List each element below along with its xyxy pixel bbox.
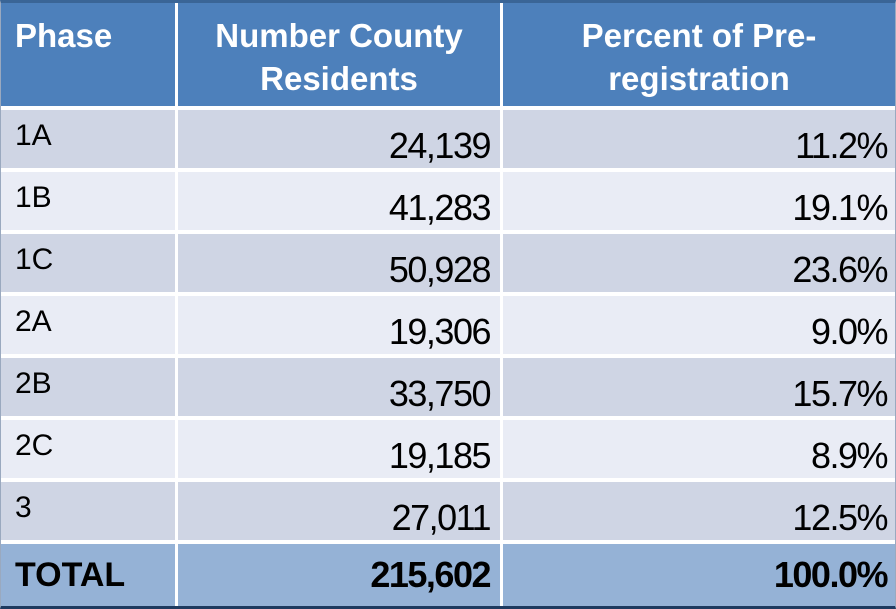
column-header-residents: Number County Residents	[178, 3, 500, 106]
phase-cell: 1B	[1, 172, 175, 230]
phase-cell: 1A	[1, 110, 175, 168]
table-row-3: 3 27,011 12.5%	[1, 482, 895, 540]
percent-cell: 8.9%	[503, 420, 895, 478]
header-row: Phase Number County Residents Percent of…	[1, 3, 895, 106]
percent-cell: 12.5%	[503, 482, 895, 540]
percent-cell: 19.1%	[503, 172, 895, 230]
table-row-1b: 1B 41,283 19.1%	[1, 172, 895, 230]
residents-cell: 24,139	[178, 110, 500, 168]
total-row: TOTAL 215,602 100.0%	[1, 544, 895, 606]
residents-cell: 41,283	[178, 172, 500, 230]
phase-cell: 2A	[1, 296, 175, 354]
percent-cell: 9.0%	[503, 296, 895, 354]
total-residents-cell: 215,602	[178, 544, 500, 606]
residents-cell: 19,185	[178, 420, 500, 478]
percent-cell: 11.2%	[503, 110, 895, 168]
table-row-2c: 2C 19,185 8.9%	[1, 420, 895, 478]
phase-cell: 2B	[1, 358, 175, 416]
column-header-phase: Phase	[1, 3, 175, 106]
column-header-percent: Percent of Pre- registration	[503, 3, 895, 106]
percent-cell: 15.7%	[503, 358, 895, 416]
total-label: TOTAL	[1, 544, 175, 606]
phase-cell: 3	[1, 482, 175, 540]
percent-cell: 23.6%	[503, 234, 895, 292]
total-percent-cell: 100.0%	[503, 544, 895, 606]
residents-cell: 27,011	[178, 482, 500, 540]
phase-cell: 2C	[1, 420, 175, 478]
table-row-1a: 1A 24,139 11.2%	[1, 110, 895, 168]
table-row-2b: 2B 33,750 15.7%	[1, 358, 895, 416]
phase-cell: 1C	[1, 234, 175, 292]
table-row-2a: 2A 19,306 9.0%	[1, 296, 895, 354]
residents-cell: 19,306	[178, 296, 500, 354]
residents-cell: 50,928	[178, 234, 500, 292]
table-row-1c: 1C 50,928 23.6%	[1, 234, 895, 292]
residents-cell: 33,750	[178, 358, 500, 416]
